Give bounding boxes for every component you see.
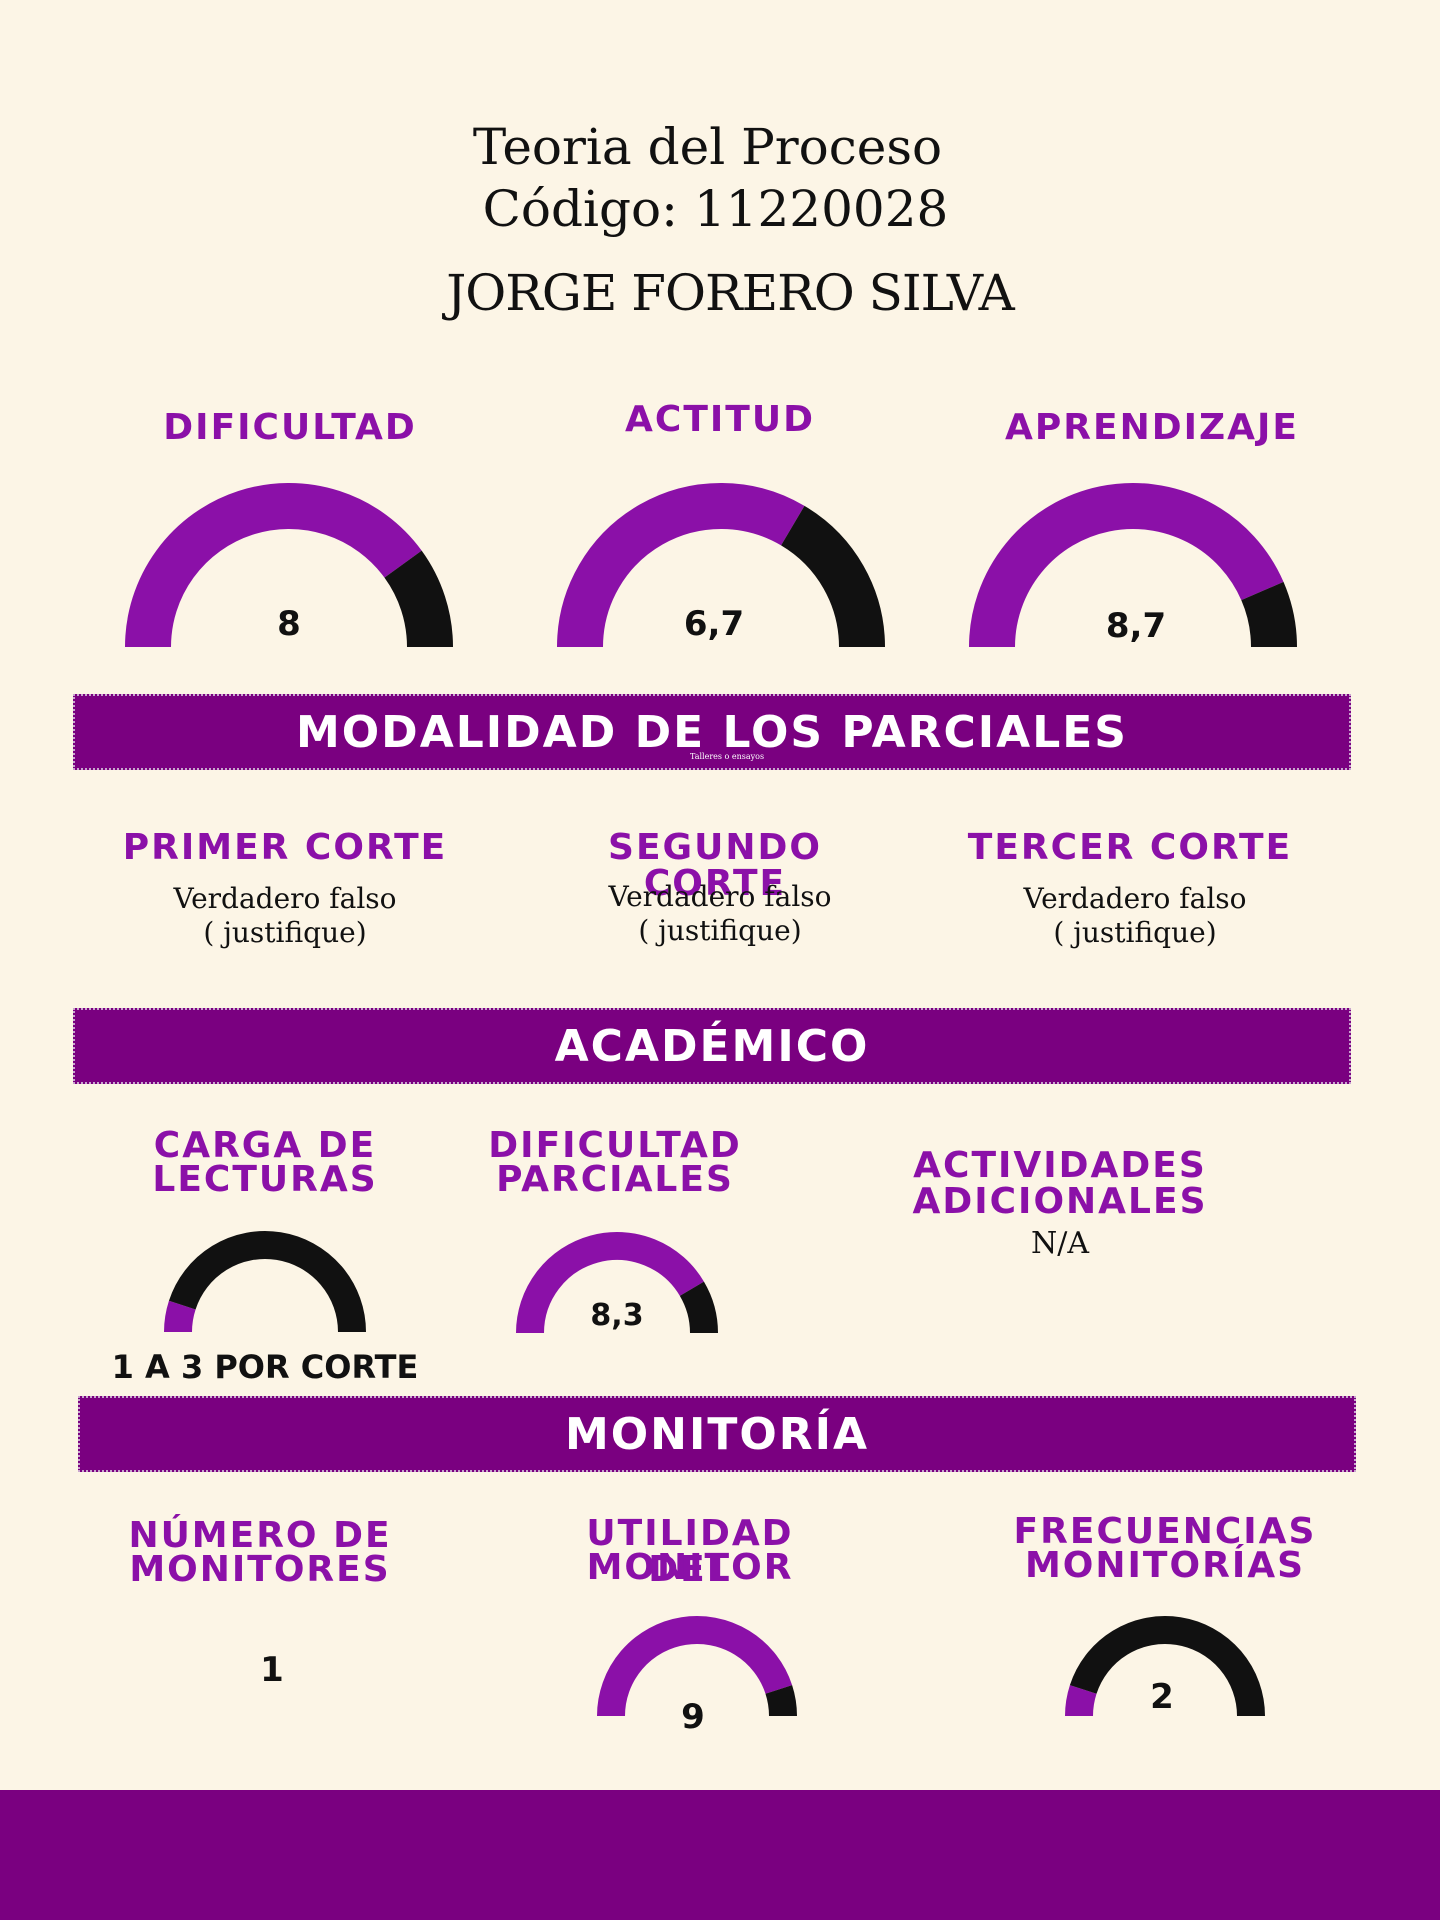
- carga-label-1: CARGA DE: [153, 1125, 377, 1166]
- monitoria-title: MONITORÍA: [564, 1408, 870, 1460]
- utilidad-monitor-label-2: MONITOR: [586, 1547, 794, 1588]
- gauge-remaining-arc: [384, 550, 453, 648]
- gauge-remaining-arc: [679, 1281, 718, 1334]
- gauge-remaining-arc: [780, 505, 885, 648]
- gauge-filled-arc: [164, 1300, 196, 1333]
- modalidad-title: MODALIDAD DE LOS PARCIALES: [295, 706, 1128, 758]
- rating-label-actitud: ACTITUD: [625, 399, 815, 440]
- frecuencias-value: 2: [1150, 1677, 1174, 1717]
- gauge-remaining-arc: [168, 1231, 366, 1333]
- dificultad-parciales-label-1: DIFICULTAD: [488, 1125, 742, 1166]
- corte-text-primer-2: ( justifique): [203, 916, 367, 949]
- corte-label-segundo: SEGUNDO CORTE: [608, 827, 822, 904]
- gauge-filled-arc: [1065, 1685, 1097, 1717]
- utilidad-monitor-value: 9: [681, 1697, 705, 1737]
- modalidad-note: Talleres o ensayos: [690, 752, 765, 761]
- actividades-label: ACTIVIDADES ADICIONALES: [912, 1145, 1208, 1222]
- dificultad-parciales-value: 8,3: [590, 1298, 644, 1333]
- academico-title: ACADÉMICO: [554, 1020, 870, 1072]
- rating-value-actitud: 6,7: [683, 604, 745, 644]
- actividades-value: N/A: [1030, 1226, 1090, 1261]
- professor-name: JORGE FORERO SILVA: [446, 264, 1014, 322]
- gauge-remaining-arc: [1241, 581, 1297, 648]
- corte-text-tercer-1: Verdadero falso: [1023, 882, 1247, 915]
- corte-text-segundo-1: Verdadero falso: [608, 880, 832, 913]
- numero-monitores-label-1: NÚMERO DE: [128, 1515, 392, 1556]
- rating-value-aprendizaje: 8,7: [1105, 606, 1167, 646]
- carga-value: 1 A 3 POR CORTE: [111, 1348, 419, 1386]
- numero-monitores-value: 1: [260, 1650, 284, 1690]
- academico-banner: ACADÉMICO: [73, 1008, 1351, 1084]
- corte-text-tercer-2: ( justifique): [1053, 916, 1217, 949]
- utilidad-monitor-label-1: UTILIDAD DEL: [586, 1513, 794, 1590]
- modalidad-banner: MODALIDAD DE LOS PARCIALES: [73, 694, 1351, 770]
- corte-text-primer-1: Verdadero falso: [173, 882, 397, 915]
- course-title: Teoria del Proceso: [472, 118, 943, 176]
- corte-label-tercer: TERCER CORTE: [967, 827, 1293, 868]
- corte-label-primer: PRIMER CORTE: [122, 827, 448, 868]
- dificultad-parciales-label-2: PARCIALES: [496, 1159, 734, 1200]
- rating-value-dificultad: 8: [277, 604, 301, 644]
- numero-monitores-label-2: MONITORES: [129, 1549, 391, 1590]
- carga-label-2: LECTURAS: [152, 1159, 378, 1200]
- rating-label-dificultad: DIFICULTAD: [163, 407, 417, 448]
- gauge-remaining-arc: [765, 1685, 797, 1717]
- footer-bar: [0, 1790, 1440, 1920]
- monitoria-banner: MONITORÍA: [78, 1396, 1356, 1472]
- frecuencias-label-1: FRECUENCIAS: [1013, 1511, 1317, 1552]
- frecuencias-label-2: MONITORÍAS: [1024, 1545, 1305, 1586]
- course-code: Código: 11220028: [482, 180, 949, 238]
- corte-text-segundo-2: ( justifique): [638, 914, 802, 947]
- rating-label-aprendizaje: APRENDIZAJE: [1005, 407, 1299, 448]
